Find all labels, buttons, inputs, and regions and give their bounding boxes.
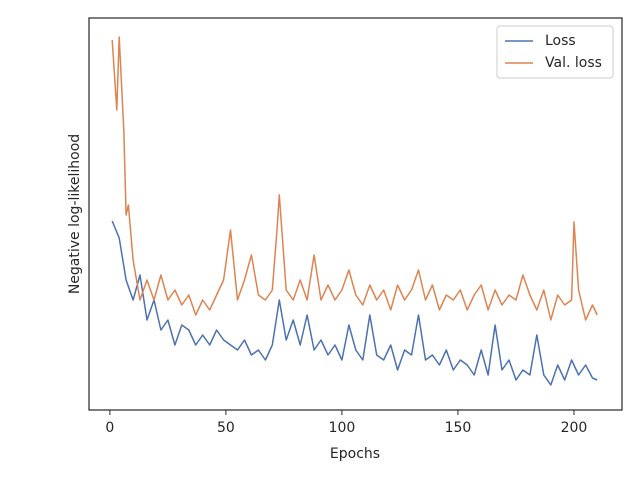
legend-label: Val. loss xyxy=(545,55,602,71)
plot-frame xyxy=(88,17,623,411)
x-tick-label: 50 xyxy=(217,420,235,436)
x-tick-label: 100 xyxy=(329,420,356,436)
x-tick-label: 0 xyxy=(105,420,114,436)
line-series xyxy=(111,220,598,386)
x-tick-label: 150 xyxy=(445,420,472,436)
legend-label: Loss xyxy=(545,33,576,49)
x-axis-label: Epochs xyxy=(330,446,380,462)
y-axis-label: Negative log-likelihood xyxy=(67,134,83,294)
x-tick-label: 200 xyxy=(561,420,588,436)
line-series xyxy=(111,36,598,321)
legend-box xyxy=(496,25,614,79)
